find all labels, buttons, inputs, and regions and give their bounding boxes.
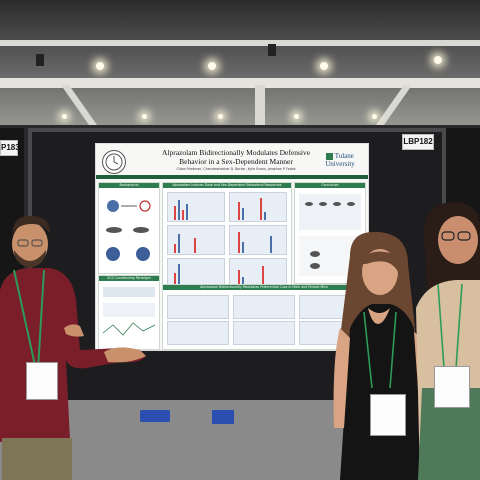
background-illustration: [106, 200, 151, 261]
ceiling-beam: [0, 78, 480, 88]
bar-figure: [233, 321, 295, 345]
section-heading: Alprazolam Induces Dose and Sex-Dependen…: [163, 183, 291, 188]
ceiling-light: [142, 114, 147, 119]
poster-header-bar: [96, 175, 368, 179]
blue-bag: [140, 410, 170, 422]
speaker: [268, 44, 276, 56]
ceiling-light: [320, 62, 328, 70]
ceiling-light: [62, 114, 67, 119]
main-results-section: Alprazolam Induces Dose and Sex-Dependen…: [162, 182, 292, 292]
research-poster: Alprazolam Bidirectionally Modulates Def…: [95, 143, 369, 351]
background-section: Background: [98, 182, 160, 274]
bar-figure: [167, 192, 225, 222]
bar-figure: [229, 192, 287, 222]
bar-figure: [167, 225, 225, 255]
name-badge: [434, 366, 470, 408]
methods-section: SCS Conditioning Paradigm: [98, 275, 160, 350]
ceiling-light: [294, 114, 299, 119]
poster-title-line: Behavior in a Sex-Dependent Manner: [179, 157, 293, 166]
blue-bag: [212, 410, 234, 424]
section-heading: Conclusion: [295, 183, 365, 188]
speaker: [36, 54, 44, 66]
ceiling-light: [372, 114, 377, 119]
booth-sign-left: P183: [0, 140, 20, 156]
poster-title-line: Alprazolam Bidirectionally Modulates Def…: [161, 148, 311, 157]
section-heading: Background: [99, 183, 159, 188]
name-badge: [370, 394, 406, 436]
person-presenter-woman-right: [416, 198, 480, 480]
section-heading: Alprazolam Bidirectionally Modulates Pre…: [163, 285, 365, 290]
bar-figure: [167, 258, 225, 288]
ceiling-light: [208, 62, 216, 70]
tulane-wordmark: Tulane University: [325, 152, 355, 168]
bar-figure: [167, 321, 229, 345]
conclusion-section: Conclusion: [294, 182, 366, 284]
booth-sign-right: LBP182: [402, 134, 434, 150]
ceiling-truss: [0, 40, 480, 46]
ceiling-beam: [255, 85, 265, 125]
ceiling-light: [434, 56, 442, 64]
poster-authors: Chloe Friedman, Chandrashekhar D. Borkar…: [176, 167, 296, 171]
person-presenter-man: [0, 210, 150, 480]
bar-figure: [229, 225, 287, 255]
ceiling-light: [96, 62, 104, 70]
name-badge: [26, 362, 58, 400]
shield-icon: [326, 152, 334, 160]
bar-figure: [167, 295, 229, 319]
ceiling-light: [218, 114, 223, 119]
poster-title: Alprazolam Bidirectionally Modulates Def…: [136, 148, 336, 166]
ceiling: [0, 0, 480, 130]
section-heading: SCS Conditioning Paradigm: [99, 276, 159, 281]
clock-logo: [102, 150, 126, 174]
methods-diagram: [102, 287, 156, 336]
tulane-logo: Tulane University: [318, 152, 362, 170]
bar-figure: [233, 295, 295, 319]
person-presenter-woman: [320, 228, 430, 480]
